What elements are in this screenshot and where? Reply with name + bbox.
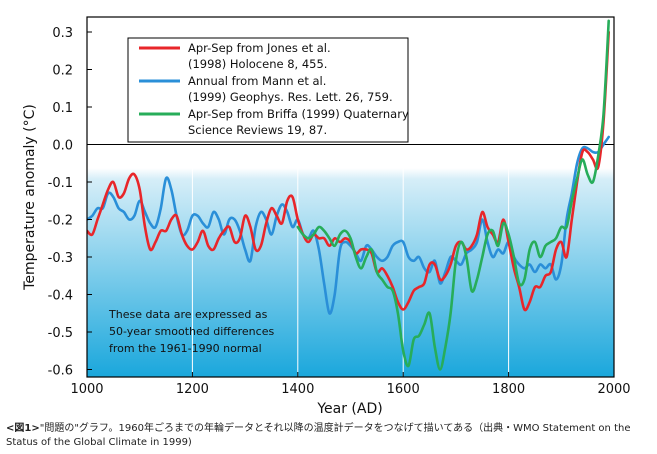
y-tick-label-4: -0.1 — [48, 176, 73, 191]
y-tick-label-1: 0.2 — [52, 64, 73, 79]
legend-briffa-line1: Apr-Sep from Briffa (1999) Quaternary — [188, 107, 409, 121]
plot-frame — [86, 16, 615, 378]
annotation-line1: These data are expressed as — [108, 308, 268, 321]
y-tick-label-8: -0.5 — [48, 326, 73, 341]
x-tick-label-1200: 1200 — [176, 382, 209, 397]
x-tick-label-1800: 1800 — [492, 382, 525, 397]
legend-jones-line1: Apr-Sep from Jones et al. — [188, 41, 331, 55]
series-mann-line — [87, 135, 610, 315]
legend-briffa-line2: Science Reviews 19, 87. — [188, 123, 327, 137]
y-axis-label: Temperature anomaly (°C) — [22, 104, 38, 291]
caption-figure-number: <図1> — [6, 423, 40, 434]
figure-caption: <図1>"問題の"グラフ。1960年ごろまでの年輪データとそれ以降の温度計データ… — [6, 422, 651, 450]
y-tick-label-7: -0.4 — [48, 289, 73, 304]
series-jones-line — [87, 30, 610, 312]
annotation-line2: 50-year smoothed differences — [109, 325, 274, 338]
series-layer — [87, 19, 610, 371]
y-tick-label-0: 0.3 — [52, 26, 73, 41]
annotation: These data are expressed as 50-year smoo… — [108, 308, 274, 355]
x-tick-label-1600: 1600 — [387, 382, 420, 397]
y-tick-label-6: -0.3 — [48, 251, 73, 266]
legend-mann-line2: (1999) Geophys. Res. Lett. 26, 759. — [188, 90, 393, 104]
annotation-line3: from the 1961-1990 normal — [109, 342, 262, 355]
axis-ticks: 1000 1200 1400 1600 1800 2000 0.3 0.2 0.1 0.0 -0.1… — [48, 26, 631, 397]
x-tick-label-1400: 1400 — [281, 382, 314, 397]
x-tick-label-2000: 2000 — [597, 382, 630, 397]
x-tick-label-1000: 1000 — [70, 382, 103, 397]
series-briffa-line — [296, 19, 610, 371]
legend-box — [127, 37, 409, 143]
legend: Apr-Sep from Jones et al. (1998) Holocen… — [127, 37, 409, 143]
x-axis-label: Year (AD) — [316, 401, 382, 417]
y-tick-label-5: -0.2 — [48, 214, 73, 229]
y-tick-label-3: 0.0 — [52, 139, 73, 154]
temperature-anomaly-chart: 1000 1200 1400 1600 1800 2000 0.3 0.2 0.1 0.0 -0.1… — [22, 16, 631, 417]
legend-mann-line1: Annual from Mann et al. — [188, 74, 326, 88]
legend-jones-line2: (1998) Holocene 8, 455. — [188, 57, 327, 71]
y-tick-label-2: 0.1 — [52, 101, 73, 116]
y-tick-label-9: -0.6 — [48, 364, 73, 379]
caption-text: "問題の"グラフ。1960年ごろまでの年輪データとそれ以降の温度計データをつなげ… — [6, 423, 631, 448]
